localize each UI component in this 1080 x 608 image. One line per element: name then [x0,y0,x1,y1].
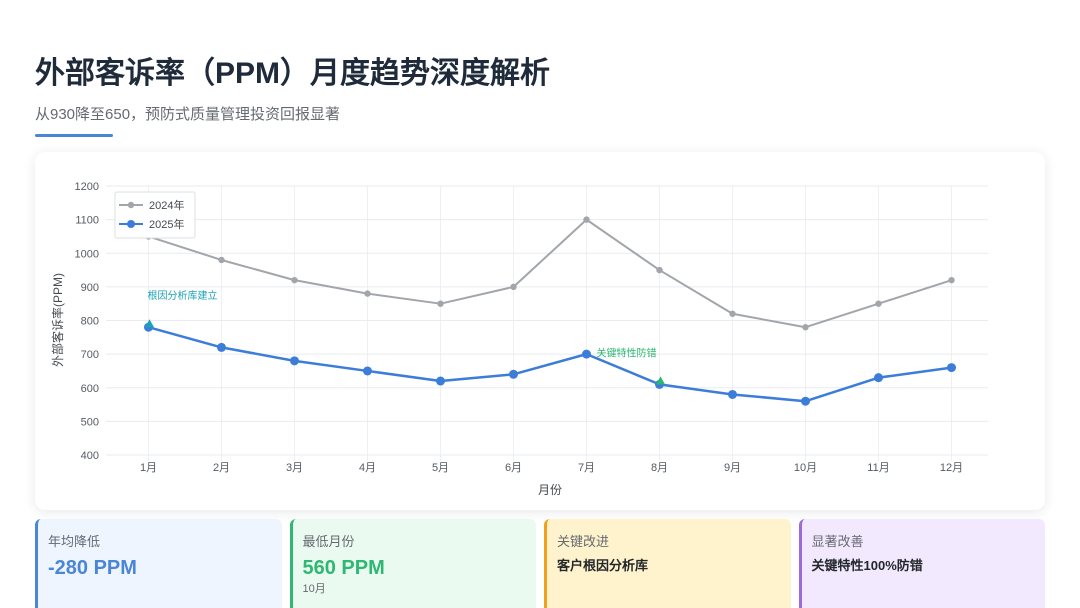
y-tick-label: 400 [81,450,99,462]
series-1-line [148,218,952,329]
x-tick-label: 4月 [359,462,376,474]
legend-label: 2024年 [149,198,184,212]
annotation-marker [145,319,154,328]
x-tick-label: 10月 [794,462,817,474]
title-underline [35,134,113,137]
kpi-value: 客户根因分析库 [557,558,649,573]
y-axis-title: 外部客诉率(PPM) [50,273,65,367]
series-1 [145,216,955,331]
annotation-label: 根因分析库建立 [148,289,218,302]
annotation-label: 关键特性防错 [597,346,657,359]
kpi-card-lowest-month: 最低月份 560 PPM 10月 [289,519,536,608]
y-tick-label: 1000 [75,248,99,260]
x-tick-label: 6月 [505,462,522,474]
x-tick-label: 8月 [651,462,668,474]
series-1-point [656,266,663,274]
series-2-point [582,349,591,359]
series-2-point [509,369,518,379]
kpi-card-annual-reduction: 年均降低 -280 PPM [35,519,282,608]
y-tick-label: 700 [81,349,99,361]
series-1-point [291,276,298,284]
x-axis-title: 月份 [538,483,562,497]
kpi-card-key-improvement: 关键改进 客户根因分析库 [544,519,791,608]
series-1-point [729,310,736,317]
y-tick-label: 500 [81,416,99,428]
x-tick-label: 2月 [213,462,230,474]
legend-item[interactable]: 2024年 [119,198,184,212]
y-tick-label: 1200 [75,181,99,193]
x-tick-label: 9月 [724,462,741,474]
page-subtitle: 从930降至650，预防式质量管理投资回报显著 [35,106,341,123]
series-2-point [874,373,883,383]
chart-card: 月份 外部客诉率(PPM) 1月 2月 3月 4月 5月 6月 7月 8月 9月 10月 11月 12… [35,152,1045,510]
line-chart: 月份 外部客诉率(PPM) 1月 2月 3月 4月 5月 6月 7月 8月 9月 10月 11月 12… [50,181,988,497]
series-2-point [217,342,226,352]
series-2-point [801,396,810,406]
series-1-point [437,300,444,307]
series-2-point [728,389,737,399]
x-tick-label: 1月 [140,462,157,474]
y-tick-label: 800 [81,316,99,328]
x-tick-label: 12月 [940,462,963,474]
legend: 2024年 2025年 [114,191,196,239]
legend-item[interactable]: 2025年 [119,217,184,231]
x-tick-label: 11月 [867,462,889,474]
y-tick-label: 600 [81,383,99,395]
kpi-value: 560 PPM [302,557,385,579]
series-2-point [436,376,445,386]
kpi-label: 显著改善 [811,534,864,549]
kpi-value: -280 PPM [48,557,137,579]
x-tick-label: 3月 [286,462,303,474]
kpi-label: 关键改进 [557,534,610,549]
legend-marker [127,220,135,228]
series-1-point [948,276,955,284]
kpi-sub: 10月 [302,583,326,595]
x-tick-label: 7月 [578,462,595,474]
page-title: 外部客诉率（PPM）月度趋势深度解析 [35,57,551,90]
y-tick-label: 900 [81,282,99,294]
legend-box [114,191,196,239]
series-1-point [364,290,371,297]
legend-label: 2025年 [149,217,184,231]
x-tick-label: 5月 [432,462,449,474]
series-2-point [947,363,956,373]
series-2-point [290,356,299,366]
series-1-point [875,300,882,307]
series-1-point [583,216,590,223]
kpi-label: 年均降低 [48,534,101,549]
legend-marker [127,201,135,209]
series-1-point [510,283,517,291]
series-2-point [363,366,372,376]
kpi-label: 最低月份 [302,534,355,549]
series-1-point [802,324,809,331]
kpi-row: 年均降低 -280 PPM 最低月份 560 PPM 10月 关键改进 客户根因… [35,519,1045,608]
y-tick-label: 1100 [75,215,99,227]
series-1-point [218,256,225,264]
annotation-marker [656,376,665,385]
kpi-value: 关键特性100%防错 [811,558,923,573]
series-2 [144,322,956,406]
kpi-card-notable-improvement: 显著改善 关键特性100%防错 [798,519,1045,608]
series-2-line [148,326,952,403]
gridlines [106,185,988,461]
